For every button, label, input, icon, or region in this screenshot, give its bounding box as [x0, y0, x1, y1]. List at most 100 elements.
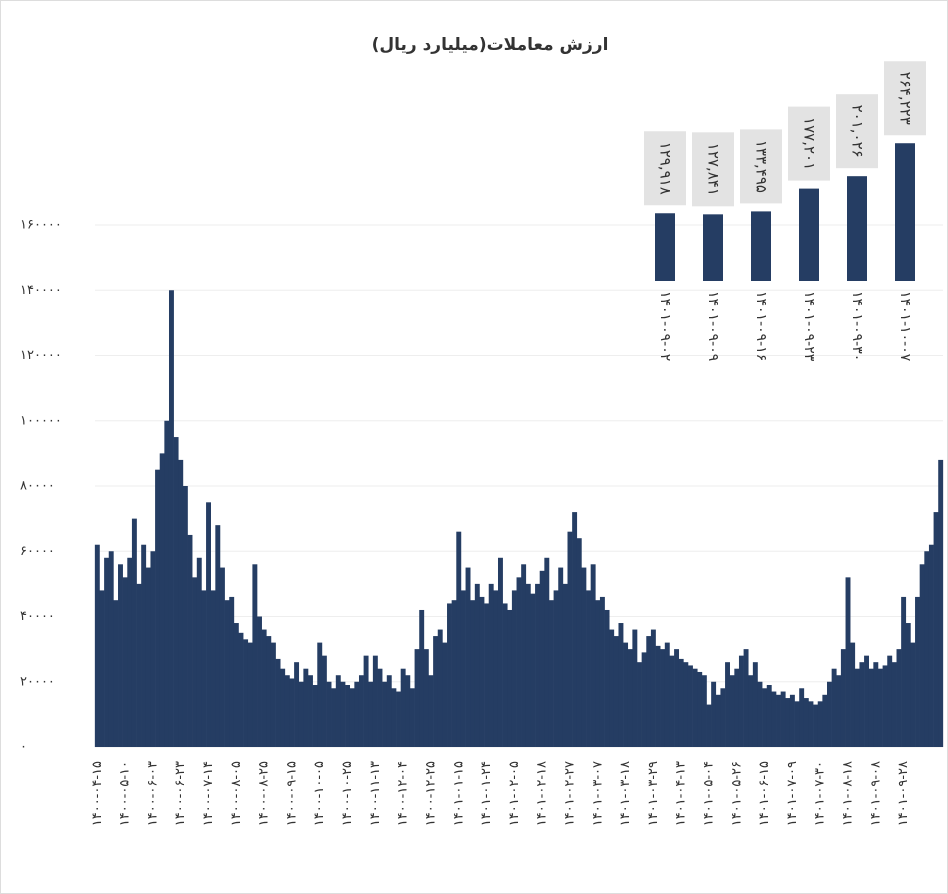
x-tick-label: ۱۴۰۱-۰۲-۱۸: [535, 761, 550, 826]
value-label: ۱۳۳,۴۹۵: [753, 140, 771, 193]
x-tick-label: ۱۴۰۱-۰۲-۲۷: [562, 761, 577, 826]
bar: [827, 681, 832, 747]
bar: [298, 681, 304, 747]
bar: [887, 655, 893, 747]
bar: [372, 655, 378, 747]
x-tick-label: ۱۴۰۰-۰۶-۲۳: [173, 761, 188, 826]
bar: [284, 675, 290, 747]
bar: [896, 649, 902, 747]
bar: [813, 704, 819, 747]
bar: [516, 577, 522, 747]
bar: [873, 662, 879, 747]
bar: [349, 688, 355, 747]
y-tick-label: ۴۰۰۰۰: [20, 609, 55, 624]
bar: [683, 662, 689, 747]
bar: [136, 583, 142, 747]
x-tick-label: ۱۴۰۱-۰۶-۱۵: [757, 761, 772, 826]
x-tick-label: ۱۴۰۰-۱۲-۰۴: [396, 761, 411, 826]
x-tick-label: ۱۴۰۱-۰۳-۰۷: [590, 761, 605, 826]
bar: [738, 655, 744, 747]
x-tick-label: ۱۴۰۱-۰۱-۲۴: [479, 761, 494, 826]
x-tick-label: ۱۴۰۱-۰۱-۱۵: [451, 761, 466, 826]
bar: [326, 681, 332, 747]
bar: [595, 600, 601, 747]
bar: [910, 642, 916, 747]
y-tick-label: ۱۴۰۰۰۰: [20, 283, 62, 298]
bar: [590, 564, 596, 747]
bar: [484, 603, 490, 747]
bar: [697, 671, 703, 747]
bar: [530, 593, 536, 747]
bar: [173, 437, 179, 747]
bar: [206, 502, 211, 747]
bar: [687, 665, 693, 747]
value-label-box: [692, 132, 734, 207]
bar: [280, 668, 286, 747]
x-tick-label: ۱۴۰۱-۰۴-۱۳: [674, 761, 689, 826]
bar: [711, 681, 717, 747]
bar: [437, 629, 443, 747]
bar: [938, 459, 944, 747]
bar: [187, 534, 193, 747]
bar: [159, 453, 165, 747]
bar: [423, 649, 429, 747]
bar: [275, 658, 281, 747]
bar: [308, 675, 313, 747]
bar: [321, 655, 327, 747]
bar: [502, 603, 508, 747]
bar: [400, 668, 406, 747]
bar: [664, 642, 670, 747]
bar: [391, 688, 397, 747]
bar: [627, 649, 633, 747]
bar: [771, 691, 777, 747]
x-tick-label: ۱۴۰۱-۰۳-۲۹: [646, 761, 661, 826]
bar: [850, 642, 856, 747]
bar: [104, 557, 110, 747]
value-label-box: [788, 106, 830, 181]
bar: [201, 590, 207, 747]
y-tick-label: ۱۲۰۰۰۰: [20, 348, 62, 363]
x-tick-label: ۱۴۰۰-۰۷-۱۴: [201, 761, 216, 826]
x-tick-label: ۱۴۰۰-۰۵-۱۰: [118, 761, 133, 826]
bar: [141, 544, 147, 747]
bar: [386, 675, 392, 747]
bar: [229, 596, 235, 747]
bar: [641, 652, 647, 747]
bar: [127, 557, 133, 747]
bar: [868, 668, 874, 747]
bar: [678, 658, 684, 747]
bar: [776, 694, 781, 747]
bar: [340, 681, 346, 747]
bar: [358, 675, 364, 747]
bar: [808, 701, 814, 747]
bar: [168, 290, 174, 747]
x-tick-label: ۱۴۰۰-۰۸-۰۵: [229, 761, 244, 826]
bar: [785, 698, 791, 747]
bar: [859, 662, 865, 747]
x-tick-label: ۱۴۰۱-۰۹-۰۸: [868, 761, 883, 826]
bar: [266, 636, 272, 747]
bar: [178, 459, 184, 747]
bar: [762, 688, 768, 747]
y-tick-label: ۱۰۰۰۰۰: [20, 413, 62, 428]
bar: [586, 590, 591, 747]
bar: [433, 636, 439, 747]
bar: [145, 567, 151, 747]
bar: [331, 688, 337, 747]
bar: [701, 675, 707, 747]
bar: [780, 691, 786, 747]
x-tick-label: ۱۴۰۰-۰۶-۰۳: [145, 761, 160, 826]
bar: [669, 655, 675, 747]
bar: [845, 577, 851, 747]
bar: [243, 639, 249, 747]
bar: [674, 649, 680, 747]
bar: [511, 590, 517, 747]
inset-bar: [655, 213, 675, 281]
bar: [219, 567, 225, 747]
bar: [882, 665, 888, 747]
bar: [507, 609, 513, 747]
bar: [99, 590, 105, 747]
bar: [655, 645, 661, 747]
bar: [817, 701, 823, 747]
value-label: ۱۲۷,۸۴۱: [705, 143, 723, 196]
